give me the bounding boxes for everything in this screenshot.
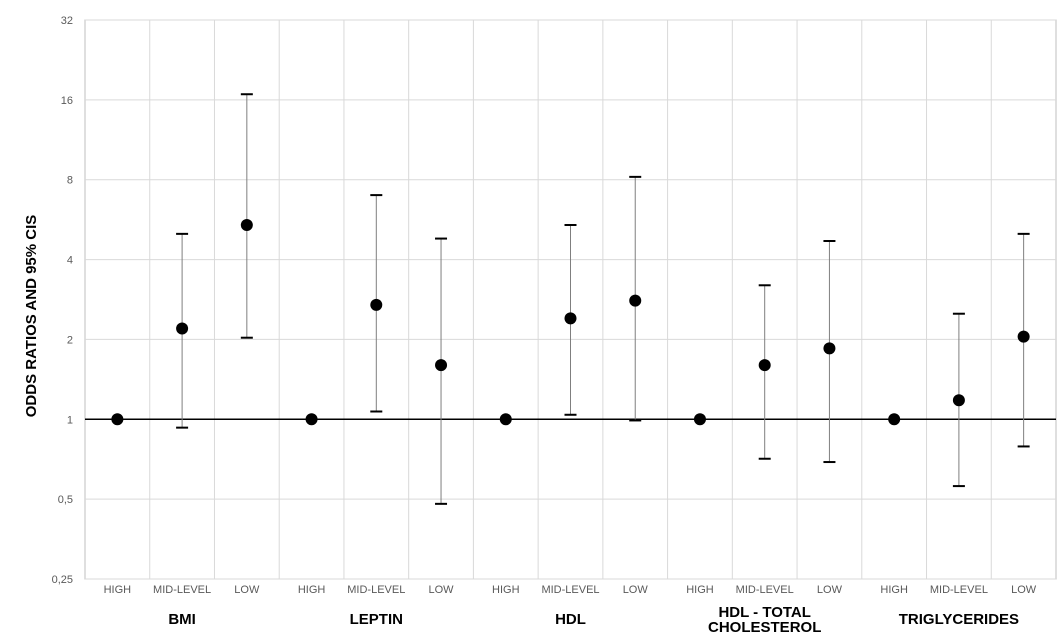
y-tick-label: 0,5 [58,494,73,506]
x-category-label: MID-LEVEL [347,584,405,596]
group-label: HDL - TOTAL [718,604,811,621]
x-category-label: LOW [234,584,260,596]
group-label: BMI [168,611,196,628]
y-axis-ticks: 32 16 8 4 2 1 0,5 0,25 [52,15,73,586]
x-category-label: HIGH [880,584,908,596]
x-category-label: HIGH [492,584,520,596]
x-category-label: MID-LEVEL [736,584,794,596]
x-category-label: MID-LEVEL [541,584,599,596]
x-category-label: HIGH [104,584,132,596]
x-category-label: LOW [1011,584,1037,596]
x-category-label: LOW [429,584,455,596]
odds-ratio-point [240,218,253,231]
y-tick-label: 32 [61,15,73,27]
y-tick-label: 0,25 [52,574,73,586]
odds-ratio-point [176,322,189,335]
group-label: TRIGLYCERIDES [899,611,1019,628]
odds-ratio-point [1017,330,1030,343]
odds-ratio-point [952,394,965,407]
odds-ratio-point [305,413,318,426]
odds-ratio-point [111,413,124,426]
x-category-label: LOW [817,584,843,596]
group-label: LEPTIN [350,611,403,628]
odds-ratio-point [888,413,901,426]
y-tick-label: 4 [67,255,73,267]
odds-ratio-point [758,359,771,372]
odds-ratio-point [564,312,577,325]
x-category-label: HIGH [686,584,714,596]
y-tick-label: 8 [67,175,73,187]
data-points [111,218,1030,426]
x-category-label: HIGH [298,584,326,596]
odds-ratio-point [823,342,836,355]
group-label: CHOLESTEROL [708,619,821,636]
y-axis-label: ODDS RATIOS AND 95% CIS [23,215,40,418]
y-tick-label: 1 [67,414,73,426]
x-category-label: MID-LEVEL [153,584,211,596]
odds-ratio-point [499,413,512,426]
grid-lines [84,19,1057,580]
y-tick-label: 2 [67,334,73,346]
odds-ratio-point [693,413,706,426]
x-axis-categories: HIGH MID-LEVEL LOW HIGH MID-LEVEL LOW HIGH MID-… [104,584,1037,596]
group-label: HDL [555,611,586,628]
x-category-label: LOW [623,584,649,596]
x-category-label: MID-LEVEL [930,584,988,596]
odds-ratio-point [370,298,383,311]
odds-ratio-point [629,294,642,307]
y-tick-label: 16 [61,95,73,107]
odds-ratio-point [435,359,448,372]
